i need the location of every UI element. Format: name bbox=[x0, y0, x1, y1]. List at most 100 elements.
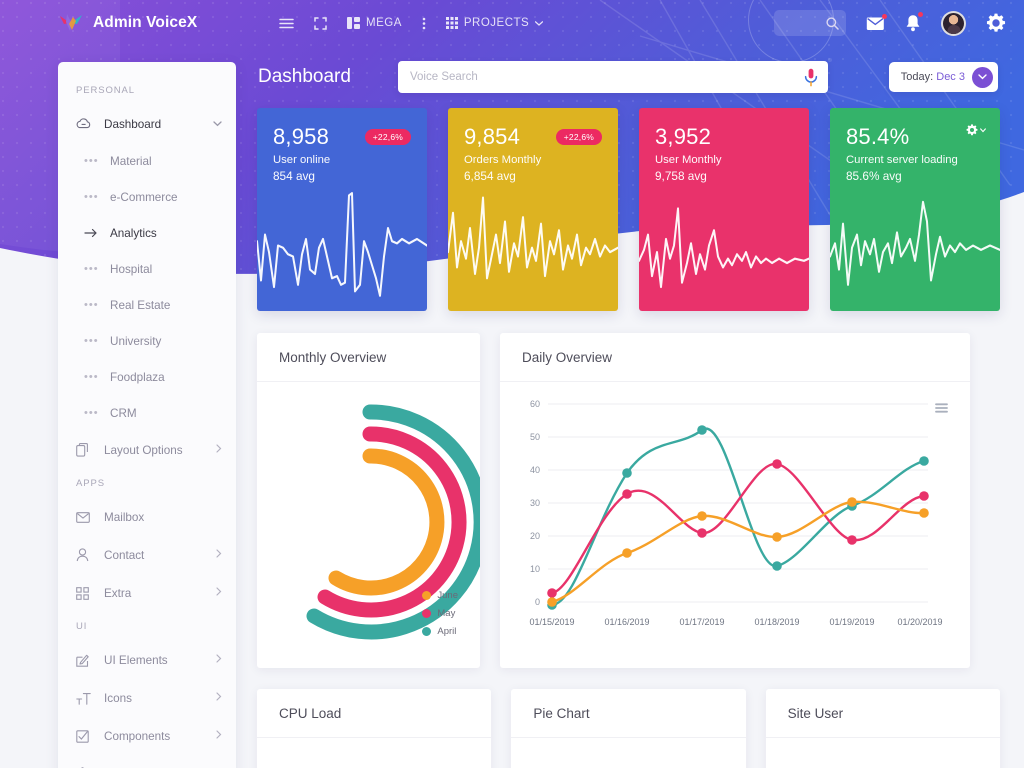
avatar[interactable] bbox=[941, 10, 966, 36]
sidebar-item-extra[interactable]: Extra bbox=[58, 574, 236, 612]
dashboard-cloud-icon bbox=[76, 118, 96, 130]
sidebar-item-university[interactable]: ••• University bbox=[58, 323, 236, 359]
mega-menu-button[interactable]: MEGA bbox=[337, 11, 412, 35]
svg-text:20: 20 bbox=[530, 531, 540, 541]
sidebar-item-icons[interactable]: Icons bbox=[58, 679, 236, 717]
dots-icon: ••• bbox=[84, 406, 99, 419]
notifications-button[interactable] bbox=[905, 12, 923, 32]
sidebar-item-label: Icons bbox=[104, 691, 132, 705]
sidebar-item-layout-options[interactable]: Layout Options bbox=[58, 431, 236, 469]
sidebar-item-label: Contact bbox=[104, 548, 145, 562]
monthly-overview-card: Monthly Overview June bbox=[257, 333, 480, 668]
today-dropdown-button[interactable] bbox=[972, 66, 993, 88]
legend-color-swatch bbox=[422, 627, 432, 636]
monthly-overview-title: Monthly Overview bbox=[257, 333, 480, 382]
legend-item[interactable]: April bbox=[422, 626, 458, 637]
hamburger-menu-button[interactable] bbox=[269, 12, 304, 35]
vertical-dots-icon bbox=[422, 17, 426, 29]
dots-icon: ••• bbox=[84, 334, 99, 347]
dots-icon: ••• bbox=[84, 262, 99, 275]
microphone-icon[interactable] bbox=[804, 68, 818, 87]
sidebar-item-real-estate[interactable]: ••• Real Estate bbox=[58, 287, 236, 323]
legend-label: April bbox=[437, 626, 457, 637]
svg-text:10: 10 bbox=[530, 564, 540, 574]
sidebar-item-label: Layout Options bbox=[104, 443, 183, 457]
sidebar-item-box-cards[interactable]: Box Cards bbox=[58, 755, 236, 768]
sidebar-item-label: University bbox=[110, 334, 162, 348]
svg-text:50: 50 bbox=[530, 432, 540, 442]
mega-label: MEGA bbox=[366, 17, 402, 29]
kpi-value: 9,854 bbox=[464, 124, 521, 149]
bell-icon bbox=[906, 15, 920, 32]
more-options-button[interactable] bbox=[412, 11, 436, 36]
sidebar-item-components[interactable]: Components bbox=[58, 717, 236, 755]
sidebar-item-label: Material bbox=[110, 154, 152, 168]
notification-badge bbox=[918, 12, 923, 17]
kpi-card-orders-monthly[interactable]: 9,854 Orders Monthly 6,854 avg +22,6% bbox=[448, 108, 618, 311]
sidebar-item-label: Extra bbox=[104, 586, 132, 600]
chart-menu-button[interactable] bbox=[935, 400, 948, 418]
kpi-label: Current server loading bbox=[846, 153, 958, 166]
kpi-card-user-online[interactable]: 8,958 User online 854 avg +22,6% bbox=[257, 108, 427, 311]
legend-item[interactable]: June bbox=[422, 590, 458, 601]
legend-color-swatch bbox=[422, 609, 432, 618]
sidebar-item-label: e-Commerce bbox=[110, 190, 178, 204]
svg-text:01/18/2019: 01/18/2019 bbox=[754, 617, 799, 627]
hamburger-icon bbox=[279, 18, 294, 28]
chevron-right-icon bbox=[216, 444, 222, 456]
page-header: Dashboard Today: Dec 3 bbox=[236, 46, 1024, 108]
chevron-right-icon bbox=[216, 730, 222, 742]
kpi-card-server-loading[interactable]: 85.4% Current server loading 85.6% avg bbox=[830, 108, 1000, 311]
sparkline-chart bbox=[830, 200, 1000, 286]
sidebar-item-ui-elements[interactable]: UI Elements bbox=[58, 641, 236, 679]
sparkline-chart bbox=[257, 192, 427, 297]
sidebar-item-mailbox[interactable]: Mailbox bbox=[58, 498, 236, 536]
mail-button[interactable] bbox=[866, 13, 887, 31]
bottom-card-row: CPU Load Pie Chart Site User bbox=[236, 668, 1024, 768]
header-search-box[interactable] bbox=[774, 10, 846, 36]
voice-search-bar[interactable] bbox=[398, 61, 828, 93]
sidebar-item-analytics[interactable]: Analytics bbox=[58, 215, 236, 251]
kpi-trend-badge: +22,6% bbox=[364, 129, 411, 145]
sidebar-item-hospital[interactable]: ••• Hospital bbox=[58, 251, 236, 287]
brand[interactable]: Admin VoiceX bbox=[58, 12, 243, 34]
gear-icon bbox=[986, 13, 1006, 32]
dots-icon: ••• bbox=[84, 298, 99, 311]
top-right-actions bbox=[774, 0, 1006, 46]
sidebar-item-label: Mailbox bbox=[104, 510, 145, 524]
envelope-icon bbox=[76, 511, 96, 523]
sidebar-section-ui: UI bbox=[76, 621, 88, 632]
legend-item[interactable]: May bbox=[422, 608, 458, 619]
svg-text:01/20/2019: 01/20/2019 bbox=[897, 617, 942, 627]
sidebar-item-label: CRM bbox=[110, 406, 137, 420]
search-input[interactable] bbox=[410, 71, 804, 83]
today-date-picker[interactable]: Today: Dec 3 bbox=[888, 62, 998, 92]
kpi-value: 8,958 bbox=[273, 124, 330, 149]
kpi-card-row: 8,958 User online 854 avg +22,6% 9,854 O… bbox=[236, 108, 1024, 311]
sidebar-item-dashboard[interactable]: Dashboard bbox=[58, 105, 236, 143]
kpi-subtext: 6,854 avg bbox=[464, 168, 516, 183]
chevron-down-icon bbox=[213, 119, 222, 130]
legend-color-swatch bbox=[422, 591, 432, 600]
sidebar-item-crm[interactable]: ••• CRM bbox=[58, 395, 236, 431]
kpi-settings-button[interactable] bbox=[966, 124, 986, 136]
main-content: Dashboard Today: Dec 3 bbox=[236, 46, 1024, 768]
chevron-right-icon bbox=[216, 654, 222, 666]
sidebar-item-label: UI Elements bbox=[104, 653, 168, 667]
grid-blocks-icon bbox=[347, 17, 360, 29]
sidebar-item-contact[interactable]: Contact bbox=[58, 536, 236, 574]
pie-chart-card: Pie Chart bbox=[511, 689, 746, 768]
sidebar-item-ecommerce[interactable]: ••• e-Commerce bbox=[58, 179, 236, 215]
sidebar-item-material[interactable]: ••• Material bbox=[58, 143, 236, 179]
sidebar-item-foodplaza[interactable]: ••• Foodplaza bbox=[58, 359, 236, 395]
settings-button[interactable] bbox=[986, 13, 1006, 33]
text-size-icon bbox=[76, 692, 96, 705]
kpi-card-user-monthly[interactable]: 3,952 User Monthly 9,758 avg bbox=[639, 108, 809, 311]
topnav-items: MEGA PROJECTS bbox=[269, 11, 553, 36]
brand-name: Admin VoiceX bbox=[93, 14, 198, 31]
fullscreen-button[interactable] bbox=[304, 11, 337, 36]
projects-menu-button[interactable]: PROJECTS bbox=[436, 11, 553, 35]
sidebar-item-label: Dashboard bbox=[104, 117, 162, 131]
today-text: Today: Dec 3 bbox=[900, 71, 965, 83]
sidebar-item-label: Analytics bbox=[110, 226, 157, 240]
